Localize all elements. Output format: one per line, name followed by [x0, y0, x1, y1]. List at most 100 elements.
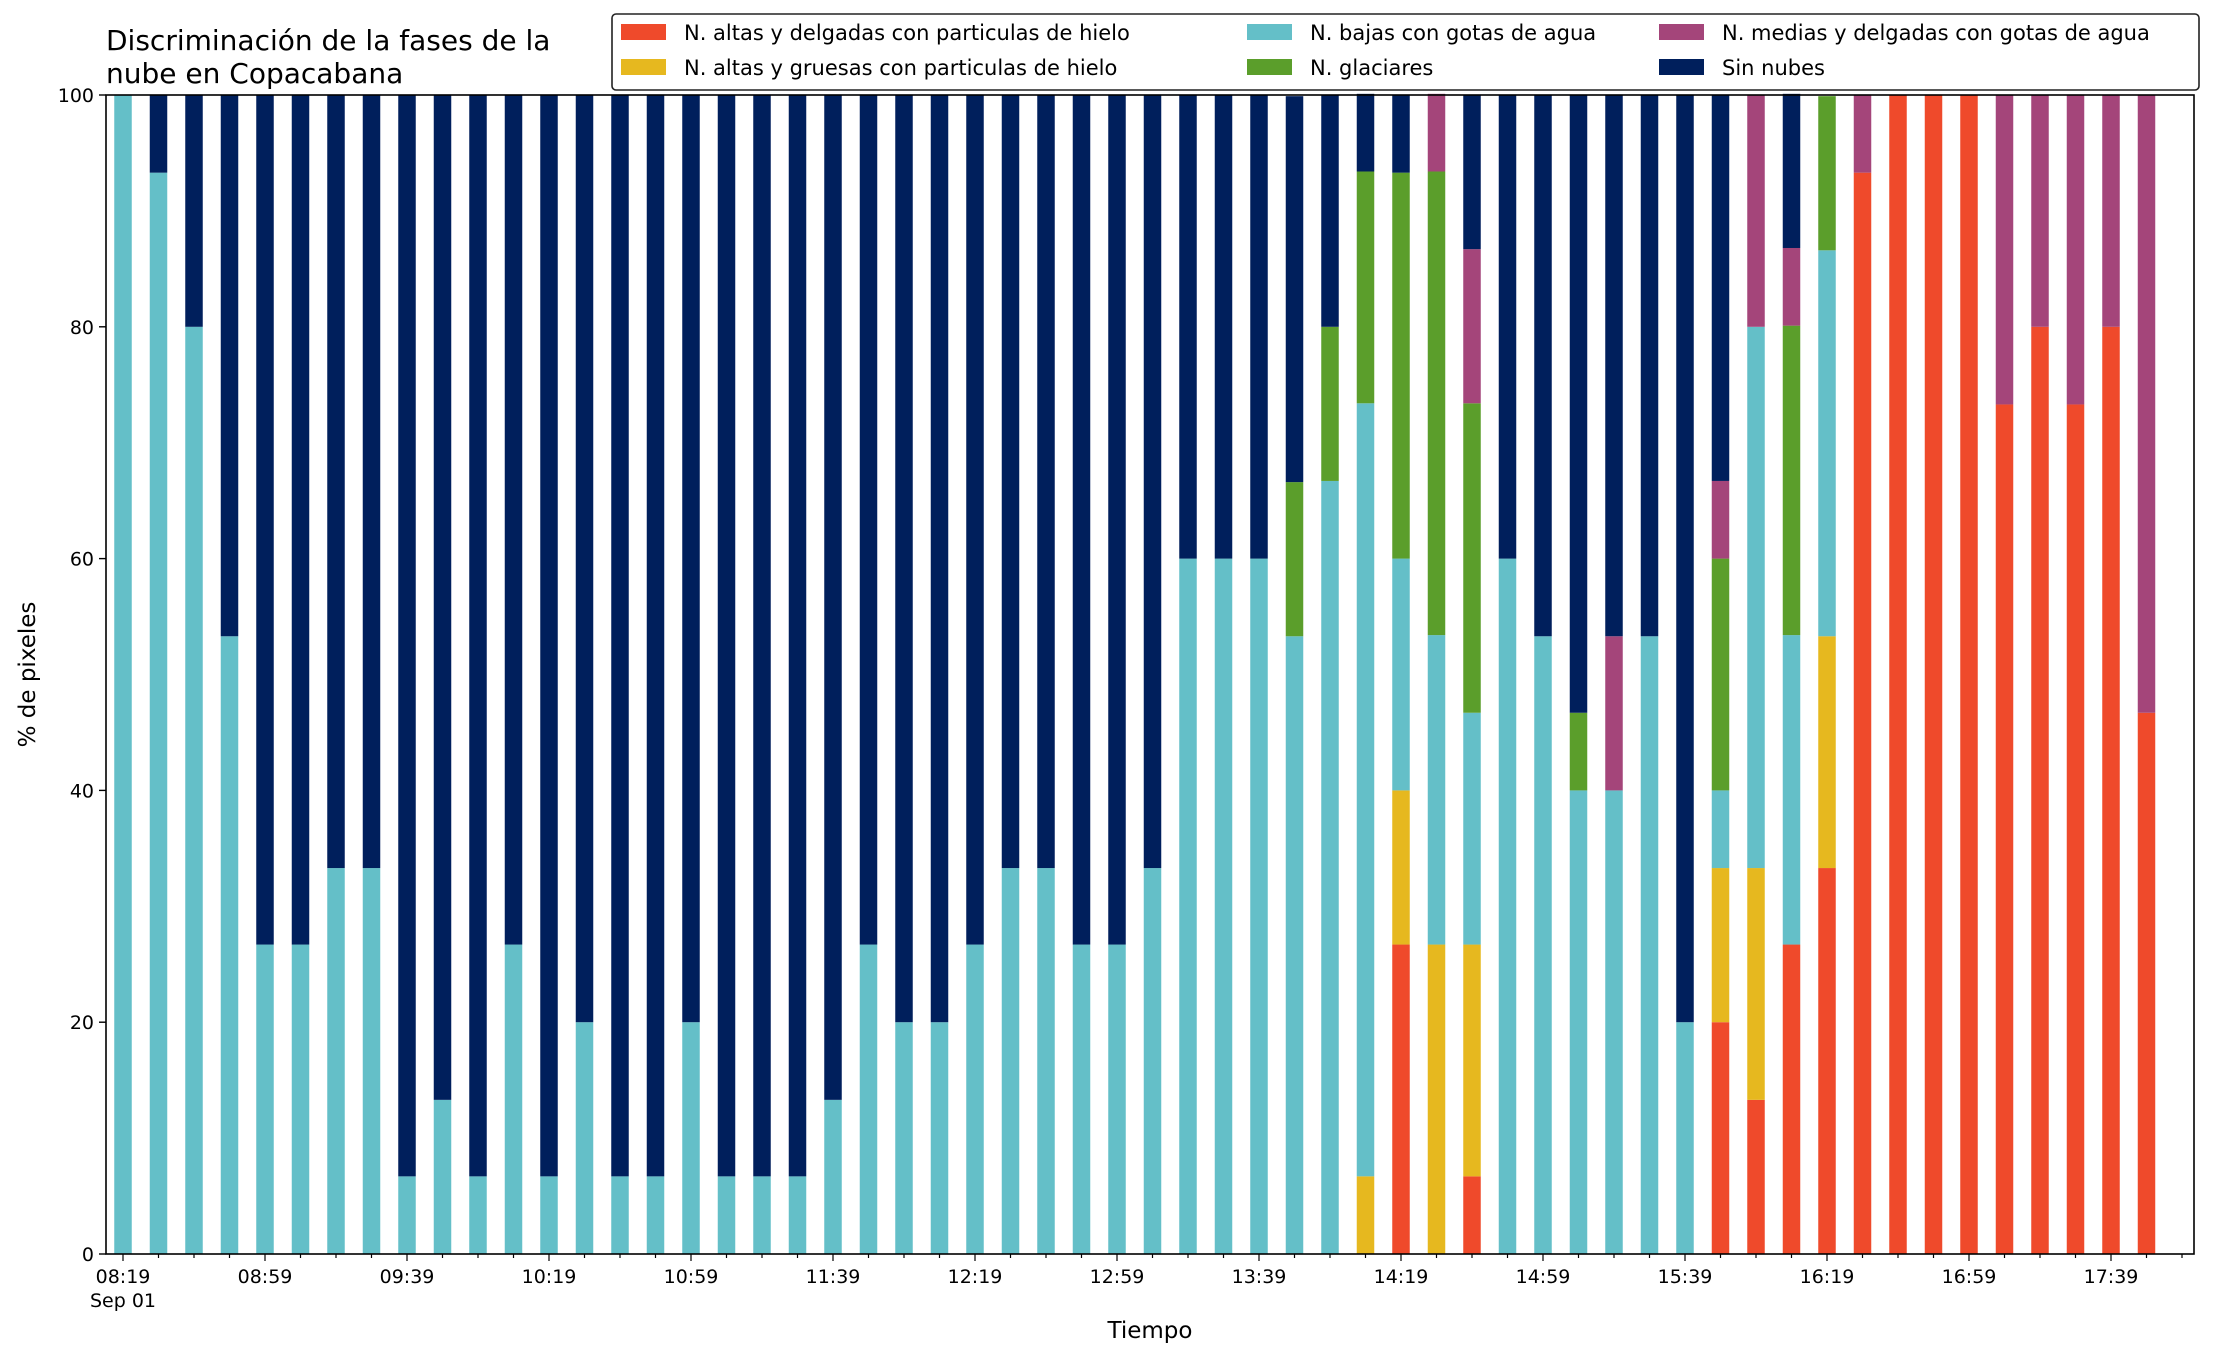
bar-segment-glaciares: [1782, 325, 1801, 636]
bar-segment-bajas: [1143, 868, 1162, 1254]
bar-segment-sin_nubes: [1534, 95, 1552, 637]
x-tick-label: 14:59: [1516, 1266, 1571, 1288]
bar-segment-bajas: [1534, 636, 1552, 1254]
bar-segment-bajas: [1356, 403, 1375, 1177]
bar-segment-sin_nubes: [895, 95, 913, 1023]
bar-segment-sin_nubes: [682, 95, 700, 1023]
bar-segment-sin_nubes: [1356, 93, 1375, 172]
bar-segment-sin_nubes: [504, 95, 523, 945]
bar-segment-medias: [1782, 247, 1801, 326]
bar-segment-sin_nubes: [611, 95, 629, 1177]
bar-segment-altas_delgadas: [1960, 95, 1978, 1254]
bar-segment-glaciares: [1356, 171, 1375, 404]
legend-label-altas_gruesas: N. altas y gruesas con particulas de hie…: [684, 56, 1117, 80]
bar-segment-altas_gruesas: [1711, 868, 1730, 1023]
bar-segment-glaciares: [1285, 482, 1304, 637]
legend-swatch-glaciares: [1247, 59, 1292, 75]
bar-segment-altas_delgadas: [1995, 404, 2014, 1254]
bar-segment-altas_delgadas: [1889, 95, 1907, 1254]
bar-segment-sin_nubes: [753, 95, 771, 1177]
bar-segment-sin_nubes: [1179, 95, 1197, 559]
bar-segment-bajas: [1392, 558, 1410, 791]
legend-label-altas_delgadas: N. altas y delgadas con particulas de hi…: [684, 21, 1130, 45]
bar-segment-medias: [1747, 95, 1765, 327]
x-tick-label: 10:19: [522, 1266, 577, 1288]
bar-segment-medias: [1463, 249, 1481, 404]
bar-segment-bajas: [859, 944, 878, 1254]
bar-segment-bajas: [469, 1176, 487, 1254]
x-tick-label: 16:19: [1800, 1266, 1855, 1288]
bar-segment-sin_nubes: [149, 95, 168, 173]
bar-segment-sin_nubes: [859, 95, 878, 945]
bar-segment-bajas: [1605, 790, 1623, 1254]
legend-label-sin_nubes: Sin nubes: [1722, 56, 1825, 80]
bar-segment-glaciares: [1569, 712, 1588, 791]
bar-segment-bajas: [1321, 480, 1339, 1254]
x-tick-label: 09:39: [380, 1266, 435, 1288]
bar-segment-medias: [1427, 93, 1446, 172]
bar-segment-sin_nubes: [362, 95, 381, 869]
bar-segment-sin_nubes: [1001, 95, 1020, 869]
bar-segment-sin_nubes: [1711, 95, 1730, 481]
x-tick-label: 15:39: [1658, 1266, 1713, 1288]
bar-segment-altas_delgadas: [1747, 1099, 1765, 1254]
bar-segment-bajas: [1747, 326, 1765, 869]
bar-segment-sin_nubes: [469, 95, 487, 1177]
bar-segment-bajas: [646, 1176, 665, 1254]
bar-segment-bajas: [1498, 558, 1517, 1254]
y-axis-label: % de pixeles: [15, 602, 41, 748]
x-tick-label: 08:19: [96, 1266, 151, 1288]
bar-segment-glaciares: [1711, 558, 1730, 791]
bar-segment-sin_nubes: [1498, 95, 1517, 559]
legend-swatch-sin_nubes: [1659, 59, 1704, 75]
x-axis-label: Tiempo: [1107, 1318, 1193, 1344]
y-tick-label: 20: [70, 1012, 94, 1034]
bar-segment-bajas: [1250, 558, 1268, 1254]
bar-segment-sin_nubes: [1143, 95, 1162, 869]
bar-segment-bajas: [540, 1176, 558, 1254]
bar-segment-altas_delgadas: [2031, 326, 2049, 1254]
bar-segment-sin_nubes: [1108, 95, 1126, 945]
bar-segment-glaciares: [1818, 96, 1836, 251]
bar-segment-bajas: [256, 944, 274, 1254]
legend-label-medias: N. medias y delgadas con gotas de agua: [1722, 21, 2150, 45]
bar-segment-sin_nubes: [1037, 95, 1055, 869]
bar-segment-bajas: [1818, 250, 1836, 637]
bar-segment-sin_nubes: [717, 95, 736, 1177]
bar-segment-medias: [1995, 95, 2014, 405]
bar-segment-sin_nubes: [1640, 95, 1659, 637]
bar-segment-bajas: [1569, 790, 1588, 1254]
bar-segment-sin_nubes: [1285, 96, 1304, 483]
bar-segment-sin_nubes: [220, 95, 239, 637]
bar-segment-altas_delgadas: [1782, 944, 1801, 1254]
bar-segment-sin_nubes: [1072, 95, 1091, 945]
x-tick-date-label: Sep 01: [90, 1290, 156, 1312]
bar-segment-bajas: [291, 944, 310, 1254]
bar-segment-altas_delgadas: [1463, 1176, 1481, 1254]
bar-segment-altas_gruesas: [1818, 636, 1836, 869]
x-tick-label: 16:59: [1942, 1266, 1997, 1288]
bar-segment-bajas: [1214, 558, 1233, 1254]
bar-segment-sin_nubes: [575, 95, 594, 1023]
bar-segment-altas_gruesas: [1747, 868, 1765, 1100]
bar-segment-bajas: [611, 1176, 629, 1254]
x-tick-label: 12:19: [948, 1266, 1003, 1288]
bar-segment-sin_nubes: [1605, 95, 1623, 637]
bar-segment-altas_delgadas: [1818, 868, 1836, 1254]
bar-segment-sin_nubes: [540, 95, 558, 1177]
bar-segment-bajas: [788, 1176, 807, 1254]
legend-swatch-bajas: [1247, 24, 1292, 40]
bar-segment-medias: [2137, 95, 2156, 713]
bar-segment-altas_delgadas: [2137, 712, 2156, 1254]
bar-segment-sin_nubes: [1676, 95, 1694, 1023]
bar-segment-bajas: [1711, 790, 1730, 869]
bars-layer: [114, 93, 2156, 1254]
bar-segment-bajas: [398, 1176, 416, 1254]
bar-segment-sin_nubes: [1321, 95, 1339, 327]
legend-box: [611, 13, 2200, 91]
legend-swatch-medias: [1659, 24, 1704, 40]
bar-segment-altas_delgadas: [1924, 95, 1943, 1254]
x-tick-label: 12:59: [1090, 1266, 1145, 1288]
bar-segment-bajas: [1001, 868, 1020, 1254]
